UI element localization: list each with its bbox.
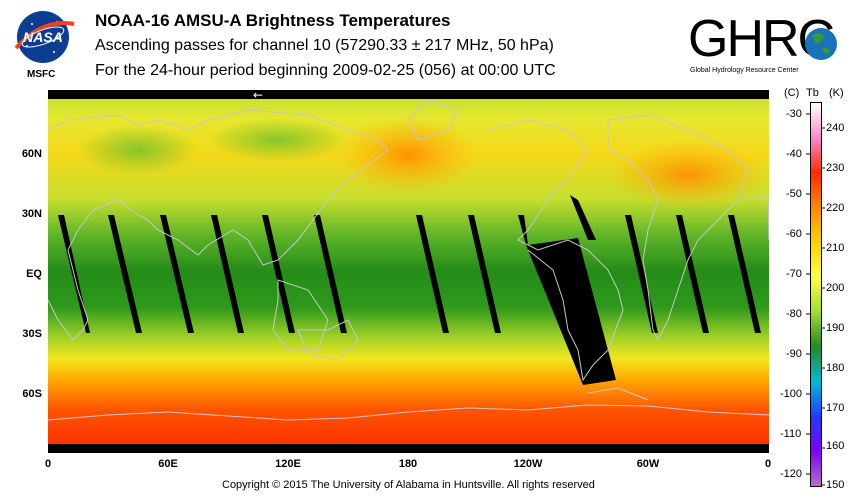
colorbar (810, 102, 822, 487)
celsius-tick: -40 (786, 148, 802, 160)
kelvin-tick: 220 (826, 202, 845, 214)
colorbar-unit-k: (K) (829, 87, 844, 99)
celsius-tick: -60 (786, 228, 802, 240)
lat-label-60n: 60N (21, 148, 42, 160)
chart-title: NOAA-16 AMSU-A Brightness Temperatures (95, 11, 451, 30)
celsius-tick: -110 (780, 428, 802, 440)
time-period: For the 24-hour period beginning 2009-02… (95, 62, 556, 79)
lon-label-0: 0 (44, 458, 52, 470)
copyright-notice: Copyright © 2015 The University of Alaba… (222, 479, 595, 491)
nasa-caption: MSFC (27, 69, 56, 80)
lon-label-0-east: 0 (764, 458, 772, 470)
celsius-tick: -90 (786, 348, 802, 360)
celsius-tick: -120 (780, 468, 803, 480)
colorbar-unit-tb: Tb (806, 87, 819, 99)
celsius-tick: -80 (786, 308, 802, 320)
kelvin-tick: 190 (826, 322, 845, 334)
direction-arrow: ← (253, 90, 263, 102)
kelvin-tick: 200 (826, 282, 845, 294)
celsius-tick: -30 (786, 108, 802, 120)
kelvin-tick: 170 (826, 402, 845, 414)
celsius-tick: -100 (780, 388, 803, 400)
ghrc-logo: GHRC Global Hydrology Resource Center (688, 10, 837, 74)
nasa-logo: NASA (14, 11, 75, 63)
lon-label-60w: 60W (636, 458, 660, 470)
kelvin-tick: 160 (826, 440, 845, 452)
lat-label-eq: EQ (26, 268, 42, 280)
colorbar-unit-c: (C) (784, 87, 800, 99)
lat-label-30n: 30N (21, 208, 42, 220)
lon-label-120e: 120E (275, 458, 301, 470)
globe-icon (805, 28, 837, 60)
ghrc-caption: Global Hydrology Resource Center (690, 67, 799, 74)
kelvin-tick: 210 (826, 242, 845, 254)
lat-label-60s: 60S (22, 388, 42, 400)
celsius-tick: -50 (786, 188, 802, 200)
kelvin-tick: 150 (826, 479, 845, 491)
kelvin-tick: 240 (826, 122, 845, 134)
lon-label-120w: 120W (513, 458, 543, 470)
colorbar-ticks (806, 113, 825, 486)
brightness-temperature-map: ← (48, 90, 769, 453)
lat-label-30s: 30S (22, 328, 42, 340)
coastlines (48, 99, 769, 421)
lon-label-180: 180 (398, 458, 418, 470)
chart-subtitle: Ascending passes for channel 10 (57290.3… (95, 37, 554, 54)
celsius-tick: -70 (786, 268, 802, 280)
nasa-logo-text: NASA (23, 29, 63, 45)
kelvin-tick: 230 (826, 162, 845, 174)
kelvin-tick: 180 (826, 362, 845, 374)
lon-label-60e: 60E (158, 458, 178, 470)
